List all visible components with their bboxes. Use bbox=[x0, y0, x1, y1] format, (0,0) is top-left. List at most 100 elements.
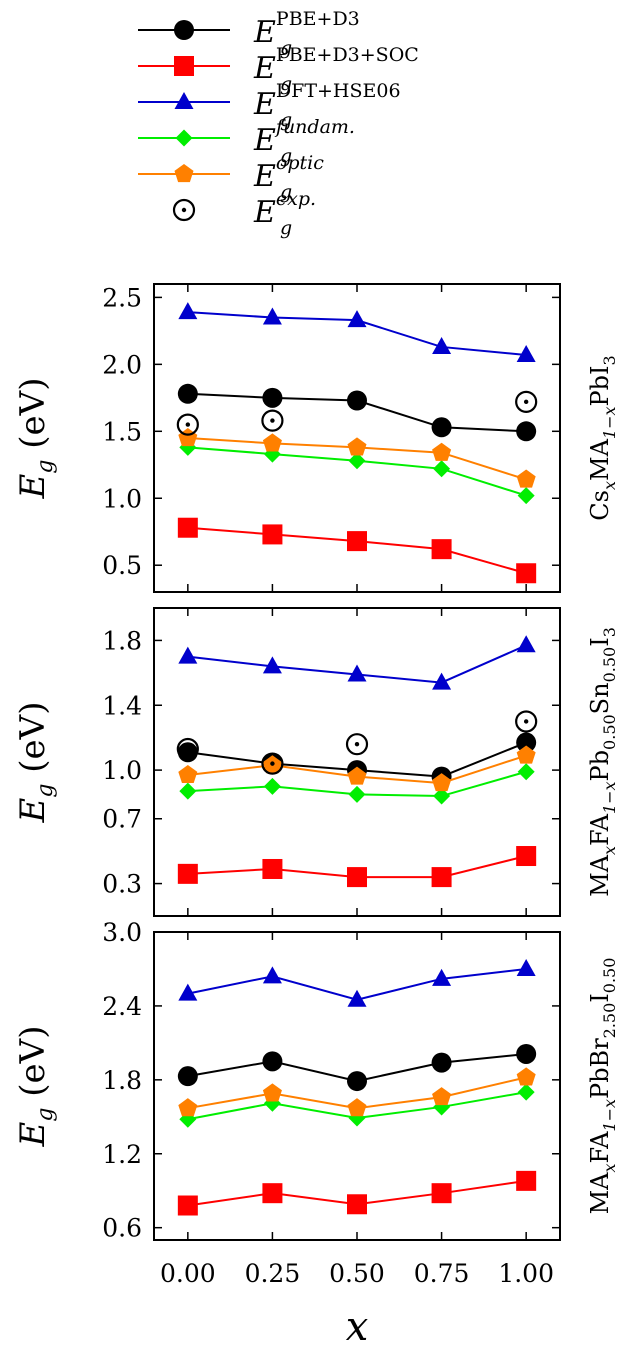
series-triangle bbox=[178, 635, 536, 690]
diamond-point bbox=[348, 452, 366, 470]
x-tick-label: 1.00 bbox=[498, 1259, 554, 1288]
x-tick-label: 0.00 bbox=[160, 1259, 216, 1288]
experimental-point bbox=[261, 409, 284, 432]
y-tick-label: 1.0 bbox=[102, 756, 142, 785]
series-pentagon bbox=[178, 428, 536, 488]
series-circle bbox=[177, 383, 537, 442]
y-tick-label: 2.4 bbox=[102, 992, 142, 1021]
diamond-point bbox=[517, 1083, 535, 1101]
legend-label: EPBE+D3+SOC g bbox=[253, 44, 419, 95]
square-point bbox=[516, 1170, 537, 1191]
diamond-point bbox=[179, 782, 197, 800]
experimental-point bbox=[515, 710, 538, 733]
legend-label: EDFT+HSE06 g bbox=[253, 80, 401, 131]
circle-point bbox=[516, 421, 537, 442]
triangle-point bbox=[178, 646, 198, 664]
triangle-point bbox=[516, 344, 536, 362]
diamond-point bbox=[433, 787, 451, 805]
circle-point bbox=[431, 1052, 452, 1073]
exp-dot bbox=[185, 422, 191, 427]
legend-marker bbox=[174, 20, 194, 40]
exp-ring bbox=[172, 198, 196, 222]
circle-point bbox=[347, 1071, 367, 1092]
series-pentagon bbox=[178, 1067, 536, 1117]
square-point bbox=[262, 524, 283, 545]
y-tick-label: 0.5 bbox=[102, 551, 142, 580]
legend-label: Eoptic g bbox=[253, 152, 324, 203]
y-tick-label: 1.4 bbox=[102, 691, 142, 720]
panel-1: 0.5 1.0 1.5 2.0 2.5 Eg (eV) CsxMA1−xPbI3 bbox=[13, 283, 619, 593]
circle-point bbox=[177, 383, 198, 404]
circle-point bbox=[431, 417, 452, 438]
circle-point bbox=[262, 1051, 283, 1072]
series-triangle bbox=[178, 302, 536, 362]
circle-point bbox=[516, 732, 537, 753]
square-point bbox=[262, 1183, 283, 1204]
pentagon-point bbox=[516, 469, 536, 488]
y-tick-label: 1.8 bbox=[102, 1066, 142, 1095]
panel-2: 0.3 0.7 1.0 1.4 1.8 Eg (eV) MAxFA1−xPb0.50Sn0.… bbox=[13, 607, 619, 917]
series-triangle bbox=[178, 958, 536, 1007]
y-tick-label: 1.5 bbox=[102, 417, 142, 446]
pentagon-point bbox=[516, 745, 536, 764]
exp-ring bbox=[176, 737, 199, 761]
x-axis-label: x bbox=[346, 1304, 369, 1350]
square-point bbox=[516, 846, 537, 867]
exp-dot bbox=[181, 207, 187, 213]
legend-label: Efundam. g bbox=[253, 116, 355, 167]
legend-label: EPBE+D3 g bbox=[253, 8, 360, 59]
square-point bbox=[177, 1195, 198, 1216]
y-tick-label: 0.7 bbox=[102, 805, 142, 834]
series-square bbox=[177, 517, 537, 584]
legend-item-6: Eexp. g bbox=[172, 188, 316, 239]
diamond-point bbox=[517, 487, 535, 505]
square-point bbox=[347, 1194, 367, 1215]
triangle-point bbox=[262, 307, 282, 325]
exp-dot bbox=[354, 741, 360, 747]
triangle-point bbox=[432, 336, 452, 354]
triangle-point bbox=[516, 635, 536, 653]
series-square bbox=[177, 1170, 537, 1216]
exp-ring bbox=[515, 390, 538, 413]
y-tick-label: 1.0 bbox=[102, 484, 142, 513]
experimental-point bbox=[345, 733, 369, 756]
diamond-point bbox=[348, 785, 366, 803]
series-diamond bbox=[179, 763, 535, 805]
exp-ring bbox=[176, 413, 199, 436]
series-circle bbox=[177, 1043, 537, 1092]
legend-marker bbox=[175, 129, 193, 147]
experimental-point bbox=[261, 752, 284, 775]
square-point bbox=[262, 858, 283, 879]
square-point bbox=[177, 863, 198, 884]
y-tick-label: 1.2 bbox=[102, 1140, 142, 1169]
diamond-point bbox=[433, 460, 451, 478]
triangle-point bbox=[178, 302, 198, 320]
diamond-point bbox=[263, 777, 281, 795]
legend-item-1: EPBE+D3 g bbox=[138, 8, 360, 59]
y-tick-label: 0.6 bbox=[102, 1214, 142, 1243]
exp-ring bbox=[345, 733, 369, 756]
series-experimental bbox=[176, 710, 538, 775]
x-tick-label: 0.25 bbox=[245, 1259, 301, 1288]
y-tick-label: 0.3 bbox=[102, 870, 142, 899]
legend-item-5: Eoptic g bbox=[138, 152, 324, 203]
pentagon-point bbox=[432, 442, 452, 461]
series-experimental bbox=[176, 390, 538, 436]
triangle-point bbox=[178, 983, 198, 1001]
experimental-point bbox=[515, 390, 538, 413]
x-tick-label: 0.75 bbox=[414, 1259, 470, 1288]
triangle-point bbox=[516, 958, 536, 976]
exp-ring bbox=[261, 409, 284, 432]
compound-label: MAxFA1−xPbBr2.50I0.50 bbox=[586, 958, 619, 1215]
x-tick-label: 0.50 bbox=[329, 1259, 385, 1288]
square-point bbox=[347, 531, 367, 552]
shared-x-axis: 0.00 0.25 0.50 0.75 1.00 x bbox=[160, 1259, 554, 1350]
legend-marker bbox=[174, 92, 194, 109]
square-point bbox=[516, 563, 537, 584]
exp-ring bbox=[515, 710, 538, 733]
exp-ring bbox=[261, 752, 284, 775]
square-point bbox=[177, 517, 198, 538]
exp-dot bbox=[523, 719, 529, 724]
